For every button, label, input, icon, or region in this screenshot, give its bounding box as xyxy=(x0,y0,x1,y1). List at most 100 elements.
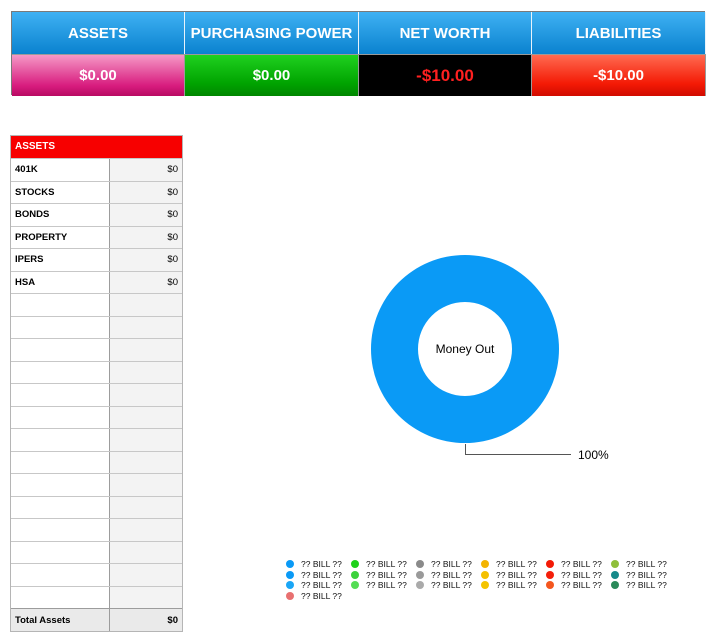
assets-header: ASSETS xyxy=(12,12,185,54)
asset-name-cell[interactable] xyxy=(11,474,110,496)
asset-amount-cell[interactable] xyxy=(110,384,182,406)
legend-item[interactable]: ?? BILL ?? xyxy=(546,559,611,570)
asset-name-cell[interactable]: STOCKS xyxy=(11,181,110,203)
asset-amount-cell[interactable] xyxy=(110,339,182,361)
legend-item[interactable]: ?? BILL ?? xyxy=(481,580,546,591)
legend-item[interactable]: ?? BILL ?? xyxy=(611,570,676,581)
asset-name-cell[interactable] xyxy=(11,586,110,608)
asset-amount-cell[interactable] xyxy=(110,586,182,608)
asset-name-cell[interactable] xyxy=(11,361,110,383)
asset-amount-cell[interactable] xyxy=(110,496,182,518)
asset-name-cell[interactable] xyxy=(11,294,110,316)
legend-item[interactable]: ?? BILL ?? xyxy=(286,591,351,602)
asset-amount-cell[interactable] xyxy=(110,474,182,496)
legend-item[interactable]: ?? BILL ?? xyxy=(611,559,676,570)
asset-amount-cell[interactable] xyxy=(110,406,182,428)
donut-slice[interactable] xyxy=(371,254,559,444)
asset-amount-cell[interactable] xyxy=(110,564,182,586)
asset-name-cell[interactable] xyxy=(11,451,110,473)
legend-item[interactable]: ?? BILL ?? xyxy=(416,580,481,591)
donut-center-label: Money Out xyxy=(435,342,495,356)
asset-amount-cell[interactable]: $0 xyxy=(110,204,182,226)
asset-amount-cell[interactable] xyxy=(110,316,182,338)
legend-swatch-icon xyxy=(611,581,619,590)
asset-name-cell[interactable] xyxy=(11,496,110,518)
assets-table: ASSETS 401K $0 STOCKS $0 BONDS $0 PROPERTY $0 IP… xyxy=(10,135,183,632)
liabilities-header: LIABILITIES xyxy=(532,12,706,54)
asset-amount-cell[interactable] xyxy=(110,429,182,451)
legend-item[interactable]: ?? BILL ?? xyxy=(546,580,611,591)
asset-name-cell[interactable] xyxy=(11,316,110,338)
asset-amount-cell[interactable]: $0 xyxy=(110,249,182,271)
summary-panel: ASSETS PURCHASING POWER NET WORTH LIABIL… xyxy=(11,11,706,96)
table-row xyxy=(11,383,182,406)
legend-swatch-icon xyxy=(351,581,359,590)
table-row xyxy=(11,563,182,586)
legend-swatch-icon xyxy=(611,570,619,579)
table-row xyxy=(11,473,182,496)
legend-label: ?? BILL ?? xyxy=(561,569,602,580)
legend-label: ?? BILL ?? xyxy=(626,580,667,591)
asset-name-cell[interactable]: BONDS xyxy=(11,204,110,226)
asset-name-cell[interactable] xyxy=(11,519,110,541)
legend-item[interactable]: ?? BILL ?? xyxy=(286,559,351,570)
legend-swatch-icon xyxy=(286,570,294,579)
asset-amount-cell[interactable]: $0 xyxy=(110,226,182,248)
assets-table-body: 401K $0 STOCKS $0 BONDS $0 PROPERTY $0 IPERS $0 HS… xyxy=(11,158,182,608)
legend-item[interactable]: ?? BILL ?? xyxy=(611,580,676,591)
asset-amount-cell[interactable]: $0 xyxy=(110,271,182,293)
legend-item[interactable]: ?? BILL ?? xyxy=(416,570,481,581)
legend-label: ?? BILL ?? xyxy=(366,569,407,580)
legend-label: ?? BILL ?? xyxy=(626,559,667,570)
asset-name-cell[interactable] xyxy=(11,564,110,586)
legend-swatch-icon xyxy=(611,560,619,569)
legend-item[interactable]: ?? BILL ?? xyxy=(416,559,481,570)
legend-item[interactable]: ?? BILL ?? xyxy=(481,570,546,581)
table-row xyxy=(11,360,182,383)
table-row xyxy=(11,315,182,338)
asset-amount-cell[interactable]: $0 xyxy=(110,159,182,181)
legend-item[interactable]: ?? BILL ?? xyxy=(546,570,611,581)
legend-label: ?? BILL ?? xyxy=(496,569,537,580)
asset-amount-cell[interactable] xyxy=(110,541,182,563)
legend-item[interactable]: ?? BILL ?? xyxy=(481,559,546,570)
legend-swatch-icon xyxy=(286,591,294,600)
asset-name-cell[interactable]: 401K xyxy=(11,159,110,181)
total-assets-label: Total Assets xyxy=(11,609,110,631)
legend-swatch-icon xyxy=(286,560,294,569)
table-row: STOCKS $0 xyxy=(11,180,182,203)
legend-swatch-icon xyxy=(546,560,554,569)
legend-item[interactable]: ?? BILL ?? xyxy=(286,580,351,591)
asset-name-cell[interactable]: IPERS xyxy=(11,249,110,271)
asset-amount-cell[interactable] xyxy=(110,361,182,383)
legend-item[interactable]: ?? BILL ?? xyxy=(351,580,416,591)
table-row xyxy=(11,518,182,541)
table-row: IPERS $0 xyxy=(11,248,182,271)
asset-name-cell[interactable] xyxy=(11,406,110,428)
asset-amount-cell[interactable] xyxy=(110,519,182,541)
asset-amount-cell[interactable]: $0 xyxy=(110,181,182,203)
legend-item[interactable]: ?? BILL ?? xyxy=(351,570,416,581)
purchasing-power-value: $0.00 xyxy=(185,54,359,96)
legend-swatch-icon xyxy=(351,560,359,569)
table-row xyxy=(11,585,182,608)
asset-name-cell[interactable] xyxy=(11,339,110,361)
net-worth-value: -$10.00 xyxy=(359,54,532,96)
asset-name-cell[interactable] xyxy=(11,384,110,406)
net-worth-header: NET WORTH xyxy=(359,12,532,54)
asset-amount-cell[interactable] xyxy=(110,294,182,316)
legend-swatch-icon xyxy=(286,581,294,590)
chart-legend: ?? BILL ???? BILL ???? BILL ???? BILL ??… xyxy=(286,559,686,601)
asset-amount-cell[interactable] xyxy=(110,451,182,473)
asset-name-cell[interactable] xyxy=(11,429,110,451)
legend-item[interactable]: ?? BILL ?? xyxy=(286,570,351,581)
asset-name-cell[interactable]: HSA xyxy=(11,271,110,293)
legend-item[interactable]: ?? BILL ?? xyxy=(351,559,416,570)
table-row xyxy=(11,540,182,563)
total-assets-row: Total Assets $0 xyxy=(11,608,182,631)
asset-name-cell[interactable] xyxy=(11,541,110,563)
table-row xyxy=(11,428,182,451)
asset-name-cell[interactable]: PROPERTY xyxy=(11,226,110,248)
legend-label: ?? BILL ?? xyxy=(561,580,602,591)
liabilities-value: -$10.00 xyxy=(532,54,706,96)
